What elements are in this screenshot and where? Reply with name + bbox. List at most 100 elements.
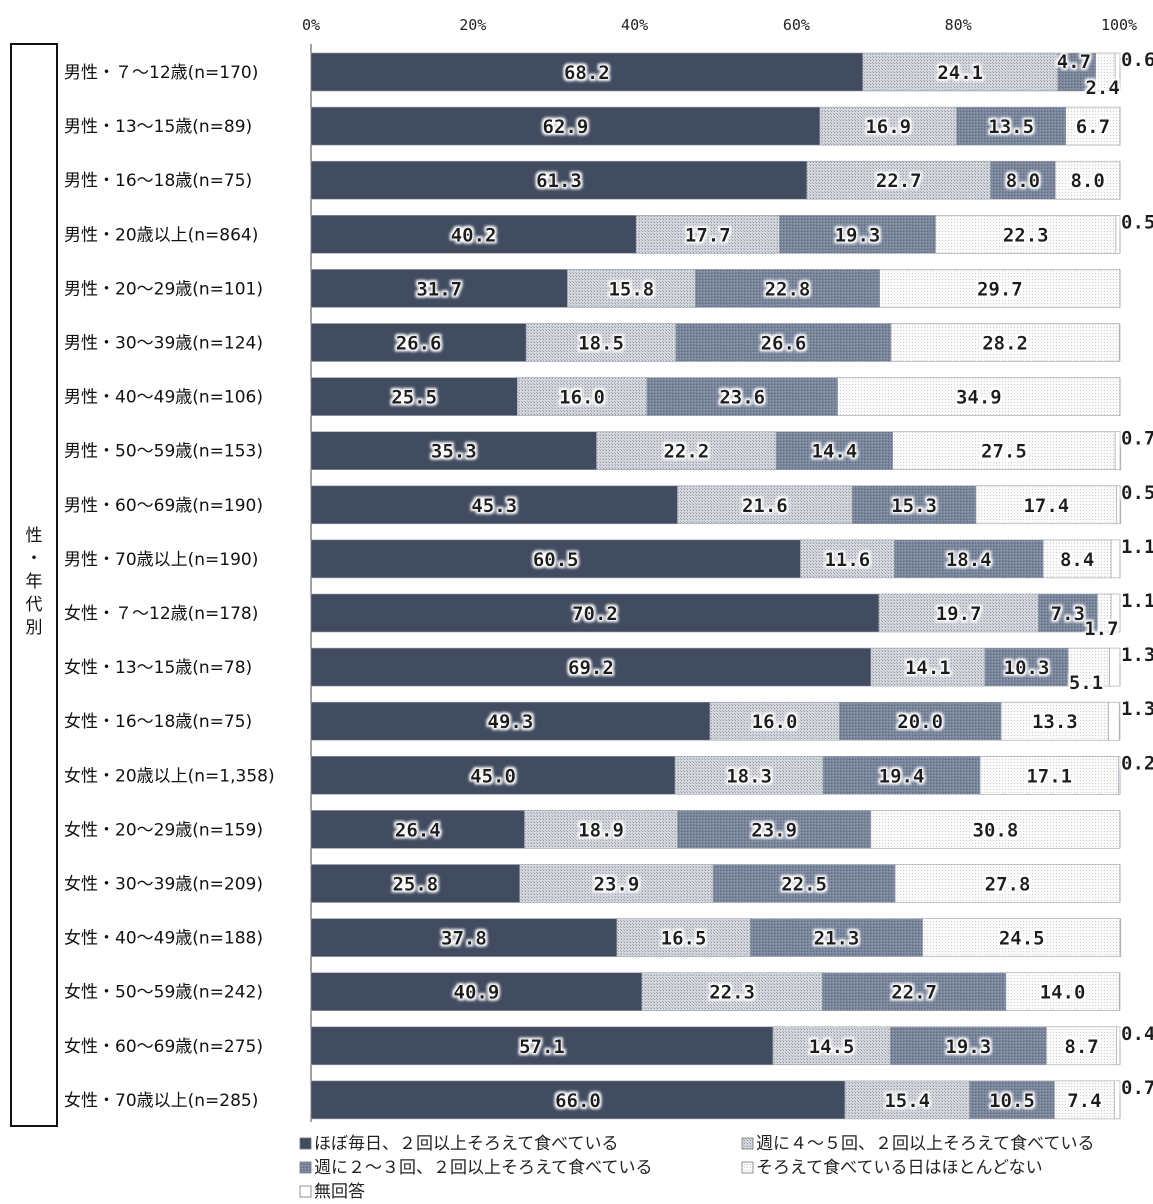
category-label: 女性・40～49歳(n=188)	[64, 929, 263, 949]
bar-segment	[975, 485, 1118, 525]
bar-segment	[879, 269, 1121, 308]
bar-segment	[1057, 52, 1097, 92]
value-label: 1.1	[1121, 590, 1153, 612]
value-label: 0.5	[1121, 211, 1153, 233]
bar-segment	[616, 918, 751, 957]
bar-segment	[310, 755, 676, 795]
bar-segment	[1037, 593, 1098, 633]
bar-segment	[1109, 647, 1121, 687]
value-label: 8.0	[1070, 170, 1104, 192]
bar-segment	[749, 918, 923, 957]
value-label: 2.4	[1085, 77, 1119, 99]
bar-segment	[675, 323, 892, 362]
value-label: 16.0	[752, 711, 798, 733]
value-label: 20.0	[897, 711, 943, 733]
value-label: 7.4	[1067, 1090, 1101, 1112]
bar-segment	[310, 1026, 774, 1066]
value-label: 24.1	[937, 62, 983, 84]
value-label: 37.8	[441, 928, 487, 950]
bar-segment	[310, 1080, 846, 1120]
value-label: 10.5	[989, 1090, 1035, 1112]
value-label: 28.2	[982, 333, 1028, 355]
bar-segment	[979, 755, 1119, 795]
legend-label: ほぼ毎日、２回以上そろえて食べている	[314, 1134, 618, 1154]
bar-segment	[838, 701, 1002, 741]
bar-segment	[310, 52, 864, 92]
value-label: 22.7	[876, 170, 922, 192]
value-label: 16.0	[559, 387, 605, 409]
group-label-box	[10, 43, 58, 1127]
bar-segment	[1046, 1026, 1118, 1066]
value-label: 8.0	[1006, 170, 1040, 192]
value-label: 23.9	[594, 874, 640, 896]
value-label: 17.4	[1023, 495, 1069, 517]
bar-segment	[1116, 1026, 1121, 1066]
value-label: 15.4	[884, 1090, 930, 1112]
legend-label: 週に２～３回、２回以上そろえて食べている	[314, 1158, 652, 1178]
bar-segment	[878, 593, 1039, 633]
value-label: 31.7	[416, 278, 462, 300]
value-label: 0.4	[1121, 1023, 1153, 1045]
bar-segment	[844, 1080, 970, 1120]
value-label: 18.3	[726, 765, 772, 787]
bar-segment	[893, 539, 1044, 579]
category-label: 男性・50～59歳(n=153)	[64, 442, 263, 462]
bar-segment	[892, 431, 1116, 471]
value-label: 0.2	[1121, 752, 1153, 774]
bar-segment	[990, 160, 1056, 200]
bar-segment	[1005, 972, 1120, 1012]
value-label: 15.8	[608, 278, 654, 300]
x-tick-label: 20%	[459, 16, 486, 34]
bar-segment	[310, 160, 808, 200]
category-label: 男性・20歳以上(n=864)	[64, 225, 258, 245]
value-label: 49.3	[488, 711, 534, 733]
value-label: 66.0	[555, 1090, 601, 1112]
value-label: 14.4	[812, 441, 858, 463]
bar-segment	[1114, 1080, 1121, 1120]
bar-segment	[641, 972, 823, 1012]
value-label: 22.3	[1003, 224, 1049, 246]
value-label: 14.0	[1040, 982, 1086, 1004]
value-label: 0.5	[1121, 482, 1153, 504]
value-label: 61.3	[536, 170, 582, 192]
x-tick-label: 0%	[302, 16, 320, 34]
value-label: 19.7	[936, 603, 982, 625]
bar-segment	[984, 647, 1069, 687]
value-label: 25.8	[392, 874, 438, 896]
legend-label: 無回答	[314, 1182, 365, 1202]
value-label: 35.3	[431, 441, 477, 463]
bar-segment	[310, 593, 880, 633]
value-label: 14.1	[905, 657, 951, 679]
legend-swatch	[299, 1137, 312, 1150]
value-label: 45.3	[471, 495, 517, 517]
bar-segment	[775, 431, 893, 471]
bar-segments	[310, 52, 1122, 1120]
category-label: 男性・16～18歳(n=75)	[64, 171, 252, 191]
bar-segment	[677, 810, 872, 849]
value-label: 45.0	[470, 765, 516, 787]
value-label: 1.3	[1121, 644, 1153, 666]
value-label: 18.9	[578, 819, 624, 841]
category-label: 女性・13～15歳(n=78)	[64, 658, 252, 678]
bar-segment	[935, 215, 1117, 254]
value-label: 24.5	[999, 928, 1045, 950]
legend-swatch	[741, 1161, 754, 1174]
bar-segment	[870, 647, 986, 687]
bar-segment	[567, 269, 696, 308]
value-label: 68.2	[564, 62, 610, 84]
value-label: 34.9	[956, 387, 1002, 409]
category-label: 女性・60～69歳(n=275)	[64, 1037, 263, 1057]
category-label: 女性・20歳以上(n=1,358)	[64, 766, 275, 786]
x-tick-label: 80%	[945, 16, 972, 34]
value-label: 14.5	[809, 1036, 855, 1058]
bar-segment	[1108, 701, 1120, 741]
bar-segment	[922, 918, 1122, 957]
category-labels: 男性・７～12歳(n=170) 男性・13～15歳(n=89) 男性・16～18歳(…	[64, 63, 275, 1111]
bar-segment	[800, 539, 895, 579]
bar-segment	[822, 755, 981, 795]
bar-segment	[1054, 160, 1121, 200]
value-label: 4.7	[1057, 51, 1091, 73]
value-label: 17.1	[1026, 765, 1072, 787]
bar-segment	[310, 647, 872, 687]
category-label: 男性・７～12歳(n=170)	[64, 63, 258, 83]
